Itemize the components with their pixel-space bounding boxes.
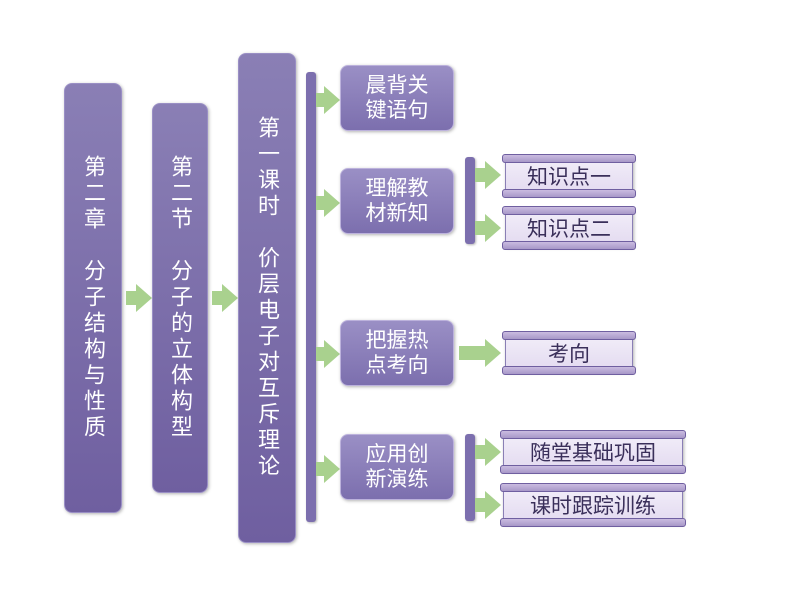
arrow-t4 bbox=[316, 455, 340, 483]
lesson-label: 第一课时 价层电子对互斥理论 bbox=[256, 116, 278, 480]
leaf-p1: 随堂基础巩固 bbox=[503, 433, 683, 471]
arrow-p2 bbox=[475, 491, 501, 519]
arrow-2 bbox=[212, 284, 238, 312]
arrow-t2 bbox=[316, 189, 340, 217]
topic-box-4: 应用创 新演练 bbox=[340, 434, 454, 500]
topic-label-2: 理解教 材新知 bbox=[366, 176, 429, 226]
leaf-ex-label: 考向 bbox=[548, 338, 590, 368]
section-box: 第二节 分子的立体构型 bbox=[152, 103, 208, 493]
arrow-k1 bbox=[475, 161, 501, 189]
leaf-ex: 考向 bbox=[505, 334, 633, 372]
topic-label-4: 应用创 新演练 bbox=[366, 442, 429, 492]
arrow-k2 bbox=[475, 214, 501, 242]
leaf-k1-label: 知识点一 bbox=[527, 161, 611, 191]
arrow-ex bbox=[459, 339, 501, 367]
leaf-p2: 课时跟踪训练 bbox=[503, 486, 683, 524]
arrow-t3 bbox=[316, 340, 340, 368]
leaf-k1: 知识点一 bbox=[505, 157, 633, 195]
leaf-p2-label: 课时跟踪训练 bbox=[530, 490, 656, 520]
topic-label-3: 把握热 点考向 bbox=[366, 328, 429, 378]
chapter-box: 第二章 分子结构与性质 bbox=[64, 83, 122, 513]
vbar-t2 bbox=[465, 157, 475, 244]
chapter-label: 第二章 分子结构与性质 bbox=[82, 155, 104, 441]
leaf-k2-label: 知识点二 bbox=[527, 213, 611, 243]
topic-label-1: 晨背关 键语句 bbox=[366, 73, 429, 123]
arrow-p1 bbox=[475, 438, 501, 466]
arrow-t1 bbox=[316, 86, 340, 114]
vbar-t4 bbox=[465, 434, 475, 521]
section-label: 第二节 分子的立体构型 bbox=[169, 155, 191, 441]
vbar-main bbox=[306, 72, 316, 522]
arrow-1 bbox=[126, 284, 152, 312]
topic-box-3: 把握热 点考向 bbox=[340, 320, 454, 386]
lesson-box: 第一课时 价层电子对互斥理论 bbox=[238, 53, 296, 543]
topic-box-2: 理解教 材新知 bbox=[340, 168, 454, 234]
topic-box-1: 晨背关 键语句 bbox=[340, 65, 454, 131]
leaf-p1-label: 随堂基础巩固 bbox=[530, 437, 656, 467]
leaf-k2: 知识点二 bbox=[505, 209, 633, 247]
